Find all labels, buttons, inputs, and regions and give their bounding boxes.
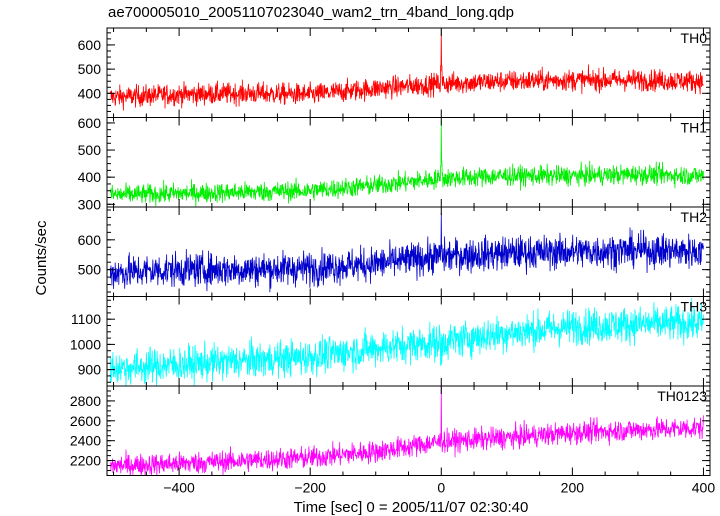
panel-th0: 400 500 600 TH0 [78, 27, 711, 118]
y-tick-label: 1100 [71, 311, 101, 327]
panel-th0123: 2200 2400 2600 2800 TH0123 [70, 385, 711, 476]
y-tick-label: 500 [78, 142, 102, 158]
panel-th1: 300 400 500 600 TH1 [78, 115, 711, 212]
x-tick-label: 400 [692, 480, 716, 496]
x-tick-label: 0 [437, 480, 445, 496]
panel-label-th1: TH1 [681, 120, 708, 136]
y-tick-label: 400 [78, 169, 102, 185]
x-tick-label: −200 [294, 480, 326, 496]
x-tick-label: −400 [163, 480, 195, 496]
panels-group: 400 500 600 TH0 300 400 500 600 TH1 500 600 TH2 900 1… [70, 27, 711, 476]
series-line-th0 [109, 29, 704, 111]
y-tick-label: 400 [78, 85, 102, 101]
y-tick-label: 600 [78, 232, 102, 248]
series-line-th0123 [110, 386, 704, 476]
y-tick-label: 2800 [70, 393, 101, 409]
y-tick-label: 2400 [70, 433, 101, 449]
panel-frame [106, 296, 711, 387]
y-tick-label: 600 [78, 37, 102, 53]
y-axis-label: Counts/sec [33, 220, 50, 296]
y-tick-label: 2600 [70, 413, 101, 429]
panel-th3: 900 1000 1100 TH3 [70, 296, 711, 387]
panel-frame [106, 117, 711, 208]
panel-label-th3: TH3 [681, 299, 708, 315]
x-tick-labels: −400 −200 0 200 400 [163, 480, 715, 496]
panel-label-th2: TH2 [681, 209, 708, 225]
panel-th2: 500 600 TH2 [78, 206, 711, 297]
x-axis-label: Time [sec] 0 = 2005/11/07 02:30:40 [294, 499, 529, 516]
y-tick-label: 1000 [70, 336, 101, 352]
y-tick-label: 2200 [70, 453, 101, 469]
y-tick-label: 300 [78, 196, 102, 212]
y-tick-label: 600 [78, 115, 102, 131]
series-line-th3 [109, 298, 704, 386]
series-line-th1 [109, 120, 704, 207]
y-tick-label: 900 [78, 362, 102, 378]
chart-title: ae700005010_20051107023040_wam2_trn_4ban… [108, 4, 514, 21]
x-tick-label: 200 [561, 480, 585, 496]
series-line-th2 [109, 212, 704, 293]
y-tick-label: 500 [78, 262, 102, 278]
panel-label-th0: TH0 [681, 30, 708, 46]
y-tick-label: 500 [78, 61, 102, 77]
panel-label-th0123: TH0123 [657, 388, 707, 404]
